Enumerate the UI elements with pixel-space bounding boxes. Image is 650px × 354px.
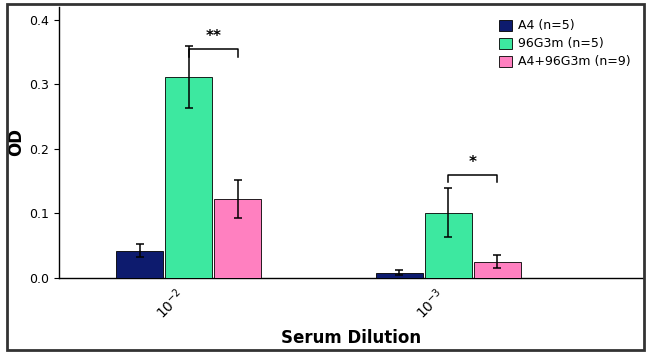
Bar (376, 273, 422, 278)
Legend: A4 (n=5), 96G3m (n=5), A4+96G3m (n=9): A4 (n=5), 96G3m (n=5), A4+96G3m (n=9) (493, 13, 637, 75)
Bar (165, 76, 212, 278)
Text: *: * (469, 155, 477, 170)
X-axis label: Serum Dilution: Serum Dilution (281, 329, 421, 347)
Bar (425, 213, 472, 278)
Bar (214, 199, 261, 278)
Text: **: ** (205, 29, 221, 44)
Y-axis label: OD: OD (7, 129, 25, 156)
Bar (474, 262, 521, 278)
Bar (116, 251, 163, 278)
